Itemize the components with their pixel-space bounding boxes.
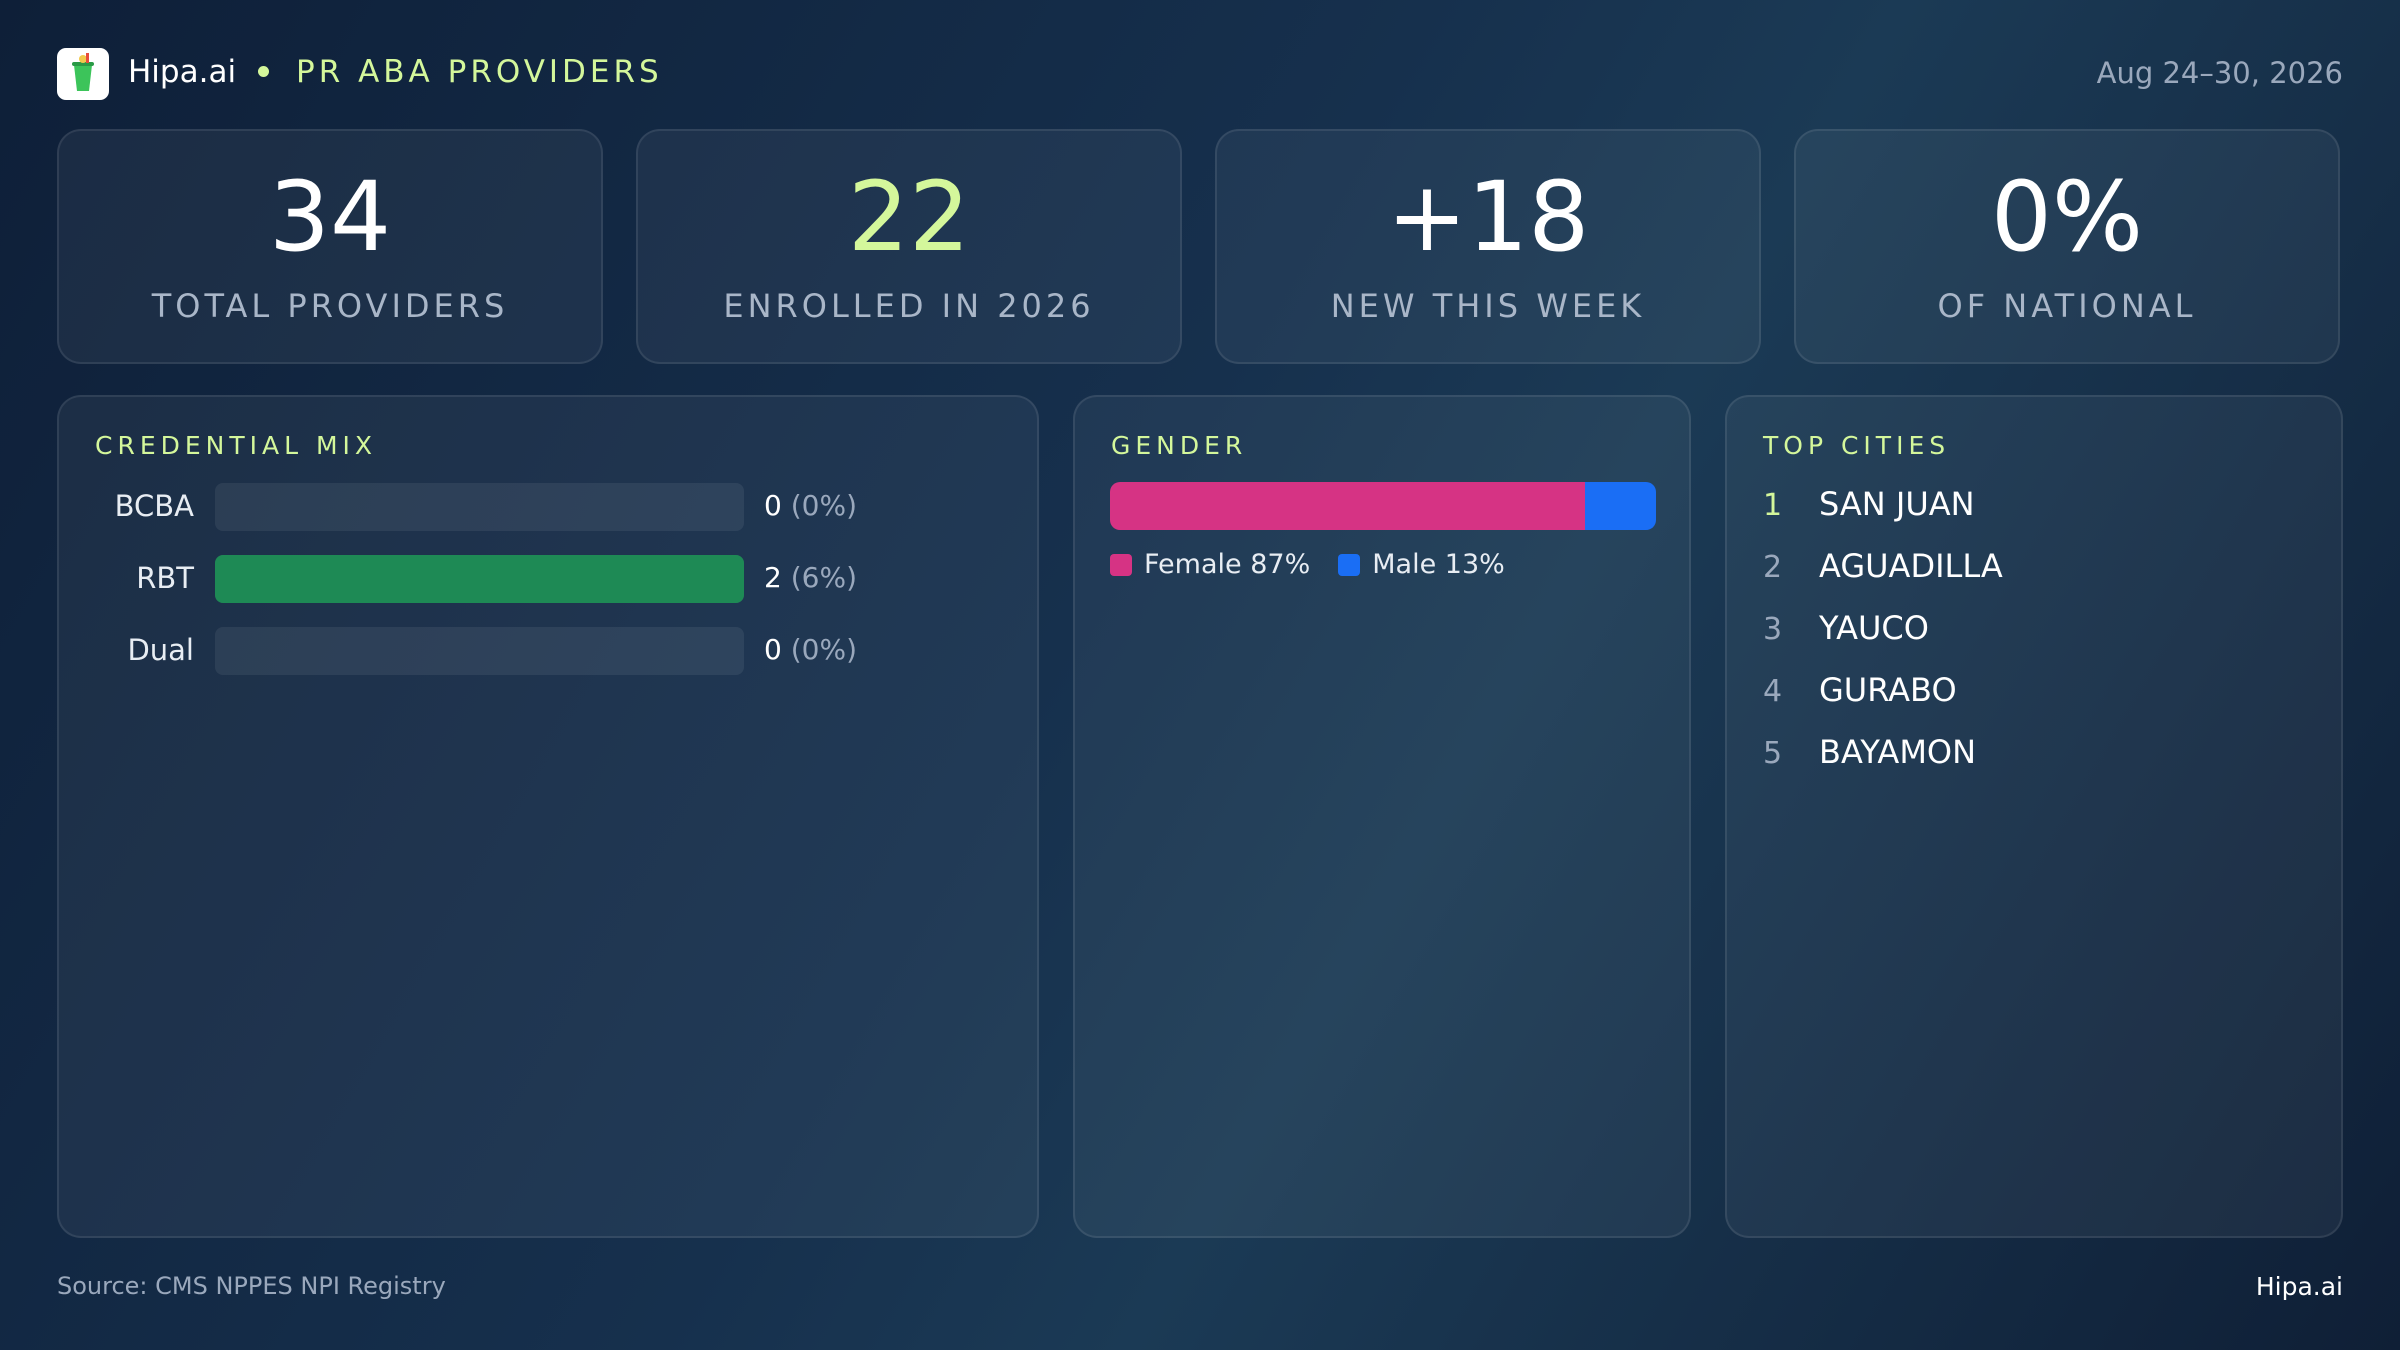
city-name: GURABO (1819, 671, 1957, 709)
footer-brand: Hipa.ai (2255, 1272, 2343, 1301)
row-value: 0 (0%) (764, 633, 857, 666)
bar-track (215, 483, 744, 531)
legend-swatch (1110, 554, 1132, 576)
legend-value: 87% (1250, 549, 1311, 580)
city-rank: 3 (1763, 612, 1783, 647)
city-rank: 5 (1763, 736, 1783, 771)
city-row: 3 YAUCO (1763, 609, 1929, 647)
bar-track (215, 627, 744, 675)
kpi-label: ENROLLED IN 2026 (723, 287, 1095, 325)
count: 0 (764, 489, 782, 522)
credential-row: Dual 0 (0%) (59, 627, 1037, 675)
gender-legend: Female 87% Male 13% (1110, 549, 1505, 580)
gender-panel: GENDER Female 87% Male 13% (1073, 395, 1691, 1238)
panel-title: TOP CITIES (1763, 431, 1951, 460)
city-row: 2 AGUADILLA (1763, 547, 2003, 585)
city-name: YAUCO (1819, 609, 1929, 647)
credential-row: BCBA 0 (0%) (59, 483, 1037, 531)
kpi-value: +18 (1386, 161, 1590, 273)
kpi-value: 34 (268, 161, 392, 273)
page-title: PR ABA PROVIDERS (296, 54, 663, 90)
city-row: 1 SAN JUAN (1763, 485, 1975, 523)
bar (215, 555, 744, 603)
city-row: 5 BAYAMON (1763, 733, 1976, 771)
kpi-label: TOTAL PROVIDERS (151, 287, 509, 325)
row-label: BCBA (114, 489, 194, 523)
legend-item: Male 13% (1338, 549, 1505, 580)
bar-track (215, 555, 744, 603)
kpi-card: 22 ENROLLED IN 2026 (636, 129, 1182, 364)
count: 0 (764, 633, 782, 666)
kpi-value: 22 (847, 161, 971, 273)
row-label: RBT (136, 561, 194, 595)
row-value: 2 (6%) (764, 561, 857, 594)
row-value: 0 (0%) (764, 489, 857, 522)
kpi-label: NEW THIS WEEK (1330, 287, 1646, 325)
gender-segment (1585, 482, 1656, 530)
cities-panel: TOP CITIES 1 SAN JUAN 2 AGUADILLA 3 YAUCO 4 GUR… (1725, 395, 2343, 1238)
panel-title: GENDER (1111, 431, 1248, 460)
count: 2 (764, 561, 782, 594)
date-range: Aug 24–30, 2026 (2096, 56, 2343, 90)
legend-swatch (1338, 554, 1361, 576)
legend-value: 13% (1444, 549, 1505, 580)
legend-name: Male (1372, 549, 1437, 580)
legend-name: Female (1144, 549, 1242, 580)
share: (6%) (790, 561, 858, 594)
gender-segment (1110, 482, 1586, 530)
city-rank: 2 (1763, 550, 1783, 585)
kpi-label: OF NATIONAL (1937, 287, 2197, 325)
logo (57, 48, 109, 100)
city-name: SAN JUAN (1819, 485, 1975, 523)
brand: Hipa.ai (128, 54, 237, 90)
row-label: Dual (127, 633, 194, 667)
separator-dot (258, 66, 269, 77)
city-name: AGUADILLA (1819, 547, 2003, 585)
logo-icon (72, 53, 94, 91)
kpi-card: 34 TOTAL PROVIDERS (57, 129, 603, 364)
source-note: Source: CMS NPPES NPI Registry (57, 1272, 446, 1300)
city-rank: 4 (1763, 674, 1783, 709)
city-row: 4 GURABO (1763, 671, 1957, 709)
legend-item: Female 87% (1110, 549, 1310, 580)
credential-row: RBT 2 (6%) (59, 555, 1037, 603)
panel-title: CREDENTIAL MIX (95, 431, 378, 460)
share: (0%) (790, 633, 858, 666)
credential-panel: CREDENTIAL MIX BCBA 0 (0%) RBT 2 (6%) Dual 0 … (57, 395, 1039, 1238)
gender-bar (1110, 482, 1656, 530)
city-rank: 1 (1763, 488, 1783, 523)
kpi-value: 0% (1990, 161, 2144, 273)
kpi-card: 0% OF NATIONAL (1794, 129, 2340, 364)
kpi-card: +18 NEW THIS WEEK (1215, 129, 1761, 364)
share: (0%) (790, 489, 858, 522)
city-name: BAYAMON (1819, 733, 1977, 771)
